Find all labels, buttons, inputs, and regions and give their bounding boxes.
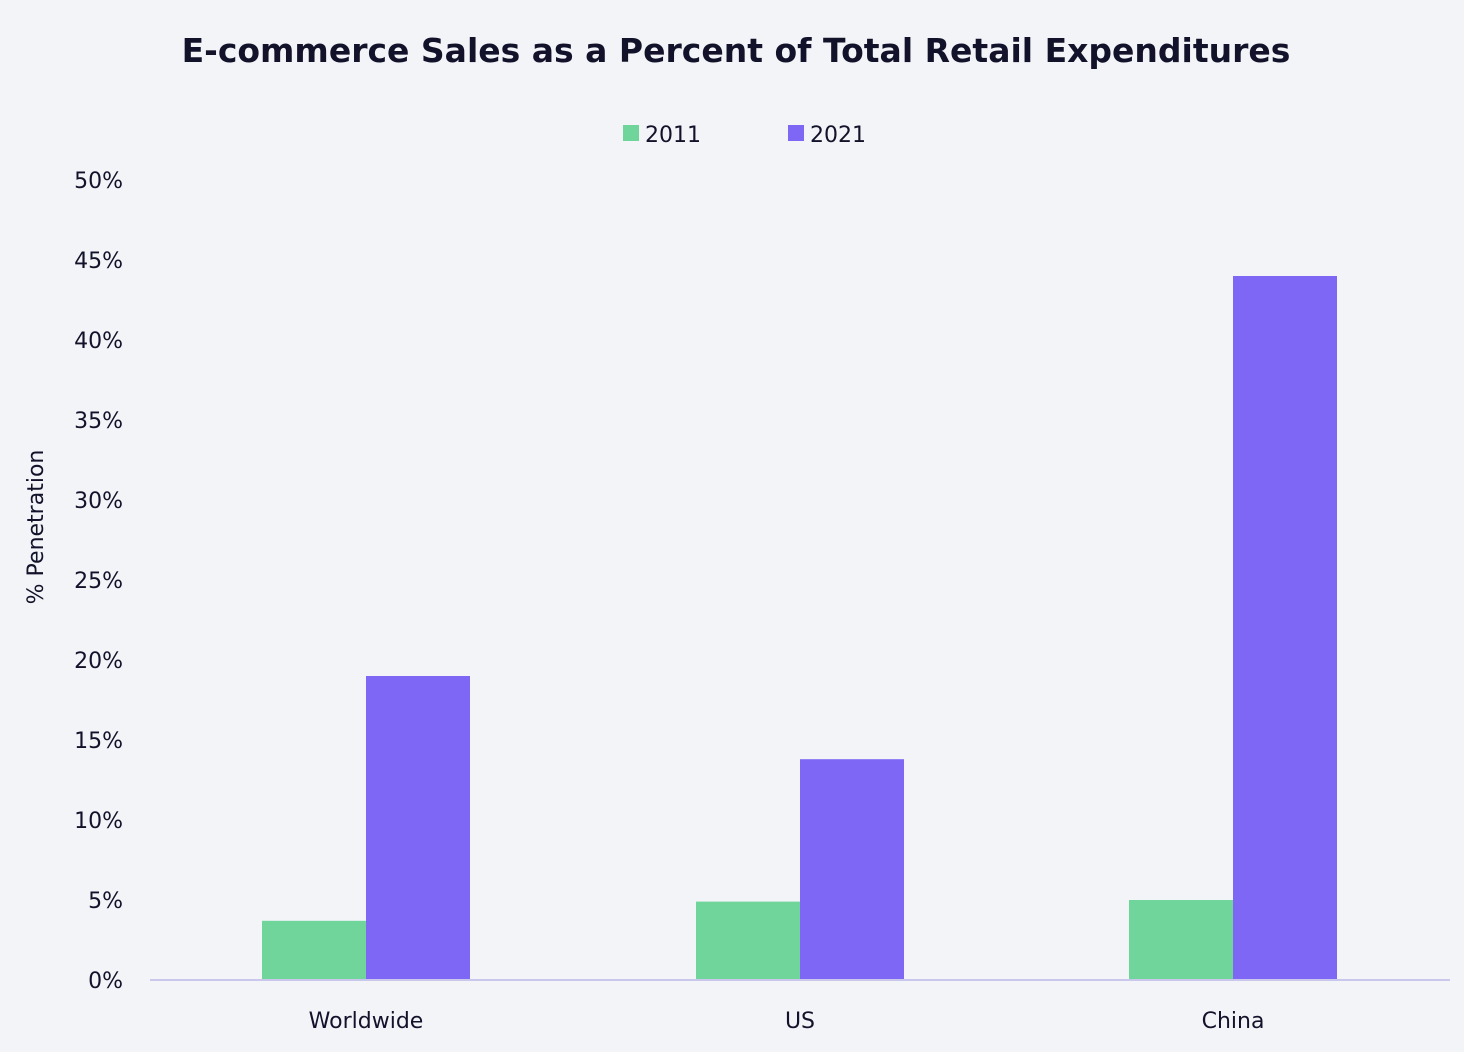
bar-worldwide-2011 — [262, 920, 366, 980]
y-tick-label: 35% — [74, 409, 123, 434]
x-tick-label-worldwide: Worldwide — [309, 1009, 424, 1034]
bar-us-2021 — [800, 759, 904, 980]
x-tick-label-china: China — [1202, 1009, 1265, 1034]
bar-china-2021 — [1233, 276, 1337, 980]
bar-worldwide-2021 — [366, 676, 470, 980]
legend-label-2011: 2011 — [645, 123, 701, 148]
bar-china-2011 — [1129, 900, 1233, 980]
legend-swatch-2021 — [788, 125, 804, 141]
y-tick-label: 20% — [74, 649, 123, 674]
legend: 2011 2021 — [623, 123, 866, 148]
y-axis-label: % Penetration — [24, 450, 49, 605]
legend-swatch-2011 — [623, 125, 639, 141]
x-axis-ticks: Worldwide US China — [309, 1009, 1265, 1034]
bar-us-2011 — [696, 901, 800, 980]
y-tick-label: 25% — [74, 569, 123, 594]
y-tick-label: 5% — [88, 889, 123, 914]
y-axis-ticks: 0% 5% 10% 15% 20% 25% 30% 35% 40% 45% 50% — [74, 169, 123, 994]
y-tick-label: 45% — [74, 249, 123, 274]
legend-label-2021: 2021 — [810, 123, 866, 148]
y-tick-label: 40% — [74, 329, 123, 354]
y-tick-label: 0% — [88, 969, 123, 994]
y-tick-label: 30% — [74, 489, 123, 514]
y-tick-label: 15% — [74, 729, 123, 754]
x-tick-label-us: US — [785, 1009, 815, 1034]
y-tick-label: 10% — [74, 809, 123, 834]
bars — [262, 276, 1337, 980]
chart-title: E-commerce Sales as a Percent of Total R… — [182, 31, 1291, 70]
y-tick-label: 50% — [74, 169, 123, 194]
